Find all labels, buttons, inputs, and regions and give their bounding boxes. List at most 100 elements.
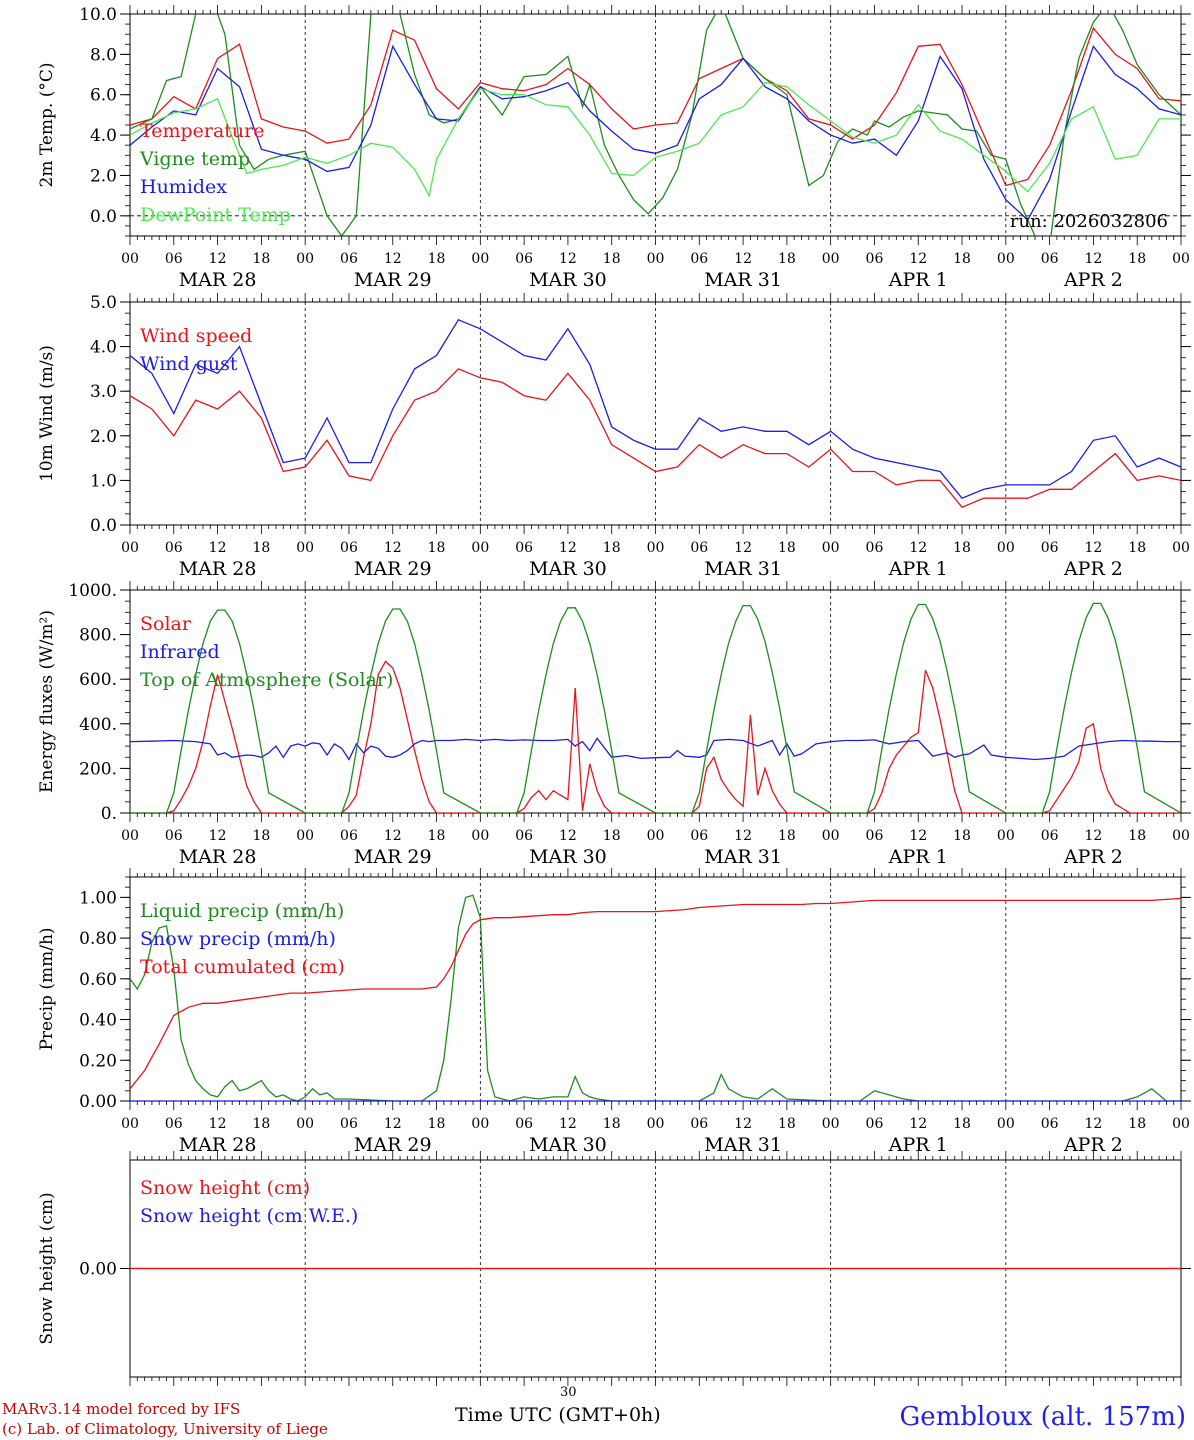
day-label: MAR 28 (179, 558, 257, 580)
x-tick-label: 06 (165, 828, 183, 844)
legend-entry: Wind speed (140, 325, 252, 347)
x-tick-label: 18 (1128, 828, 1146, 844)
x-tick-label: 00 (296, 540, 314, 556)
x-tick-label: 18 (603, 1116, 621, 1132)
x-tick-label: 06 (165, 540, 183, 556)
y-tick-label: 600. (79, 670, 117, 690)
x-tick-label: 12 (734, 251, 752, 267)
y-tick-label: 0.40 (79, 1011, 117, 1031)
day-label: APR 2 (1063, 846, 1123, 868)
x-tick-label: 06 (515, 251, 533, 267)
series-line-infrared (130, 737, 1181, 761)
legend-entry: Snow precip (mm/h) (140, 928, 336, 950)
series-line-humidex (130, 44, 1181, 221)
x-tick-label: 12 (1085, 828, 1103, 844)
x-tick-label: 12 (909, 1116, 927, 1132)
x-tick-label: 00 (296, 251, 314, 267)
x-tick-label: 06 (690, 540, 708, 556)
y-tick-label: 0.80 (79, 929, 117, 949)
run-label: run: 2026032806 (1010, 211, 1168, 232)
y-tick-label: 0.0 (90, 207, 117, 227)
x-tick-label: 18 (778, 251, 796, 267)
x-tick-label: 06 (866, 540, 884, 556)
x-tick-label: 06 (340, 540, 358, 556)
legend-entry: DewPoint Temp (140, 204, 291, 226)
x-tick-label: 06 (690, 828, 708, 844)
x-tick-label: 12 (734, 540, 752, 556)
x-tick-label: 00 (822, 828, 840, 844)
x-tick-label: 00 (997, 251, 1015, 267)
y-tick-label: 2.0 (90, 427, 117, 447)
x-tick-label: 00 (822, 1116, 840, 1132)
x-tick-label: 12 (1085, 1116, 1103, 1132)
x-tick-label: 18 (603, 251, 621, 267)
x-tick-label: 00 (647, 1116, 665, 1132)
x-tick-label: 06 (515, 540, 533, 556)
x-tick-label: 12 (559, 1116, 577, 1132)
y-tick-label: 0.20 (79, 1051, 117, 1071)
x-tick-label: 06 (690, 1116, 708, 1132)
series-line-liquid-precip-mm-h (130, 894, 1181, 1101)
legend-entry: Wind gust (140, 353, 238, 375)
y-tick-label: 0. (101, 804, 117, 824)
x-tick-label: 00 (1172, 828, 1190, 844)
x-tick-label: 12 (559, 828, 577, 844)
x-tick-label: 12 (909, 251, 927, 267)
station-label: Gembloux (alt. 157m) (899, 1402, 1186, 1432)
panel-frame (129, 589, 1182, 814)
y-tick-label: 4.0 (90, 126, 117, 146)
x-tick-label: 18 (603, 540, 621, 556)
day-label: APR 1 (888, 558, 948, 580)
x-tick-label: 18 (1128, 540, 1146, 556)
x-tick-label: 00 (471, 540, 489, 556)
x-tick-label: 00 (471, 251, 489, 267)
legend-entry: Top of Atmosphere (Solar) (140, 669, 393, 691)
x-tick-label: 18 (252, 540, 270, 556)
y-tick-label: 0.60 (79, 970, 117, 990)
day-label: APR 2 (1063, 558, 1123, 580)
y-tick-label: 6.0 (90, 86, 117, 106)
day-label: MAR 31 (704, 846, 782, 868)
y-axis-label: 10m Wind (m/s) (37, 345, 57, 482)
x-tick-label: 18 (1128, 1116, 1146, 1132)
panel-temperature: 00 06 12 18 00 06 12 18 00 06 12 18 00 06 12 18 00 06 12 18… (37, 5, 1191, 291)
x-tick-label: 12 (734, 1116, 752, 1132)
x-tick-label: 12 (384, 1116, 402, 1132)
x-tick-label: 18 (252, 828, 270, 844)
x-tick-label: 06 (515, 1116, 533, 1132)
series-line-temperature (130, 26, 1181, 187)
day-label: APR 1 (888, 846, 948, 868)
x-tick-label: 00 (647, 828, 665, 844)
x-tick-label: 12 (909, 540, 927, 556)
x-tick-label: 00 (822, 251, 840, 267)
y-axis-label: 2m Temp. (°C) (37, 62, 57, 187)
day-label: MAR 29 (354, 558, 432, 580)
day-label: MAR 30 (529, 846, 607, 868)
legend-entry: Snow height (cm) (140, 1177, 310, 1199)
x-tick-label: 12 (559, 251, 577, 267)
x-tick-label: 00 (647, 540, 665, 556)
x-tick-label: 06 (1041, 251, 1059, 267)
x-tick-label: 18 (1128, 251, 1146, 267)
x-tick-label: 18 (953, 1116, 971, 1132)
x-tick-label: 06 (690, 251, 708, 267)
panel-energy: 00 06 12 18 00 06 12 18 00 06 12 18 00 06 12 18 00 06 12 18… (37, 581, 1191, 868)
x-tick-label: 18 (603, 828, 621, 844)
lab-credit: (c) Lab. of Climatology, University of L… (2, 1420, 328, 1438)
y-tick-label: 0.00 (79, 1092, 117, 1112)
panel-frame (129, 301, 1182, 526)
panel-snow: 0.00 Snow height (cm) Snow height (cm) Snow… (37, 1151, 1191, 1386)
x-tick-label: 12 (909, 828, 927, 844)
x-tick-label: 12 (209, 540, 227, 556)
legend-entry: Total cumulated (cm) (140, 956, 345, 978)
day-label: MAR 30 (529, 1134, 607, 1156)
x-tick-label: 06 (165, 251, 183, 267)
x-tick-label: 06 (340, 251, 358, 267)
x-tick-label: 06 (1041, 540, 1059, 556)
y-tick-label: 200. (79, 759, 117, 779)
x-tick-label: 00 (121, 540, 139, 556)
legend-entry: Liquid precip (mm/h) (140, 900, 344, 922)
x-tick-label: 12 (1085, 251, 1103, 267)
day-label: MAR 28 (179, 1134, 257, 1156)
x-tick-label: 06 (866, 1116, 884, 1132)
